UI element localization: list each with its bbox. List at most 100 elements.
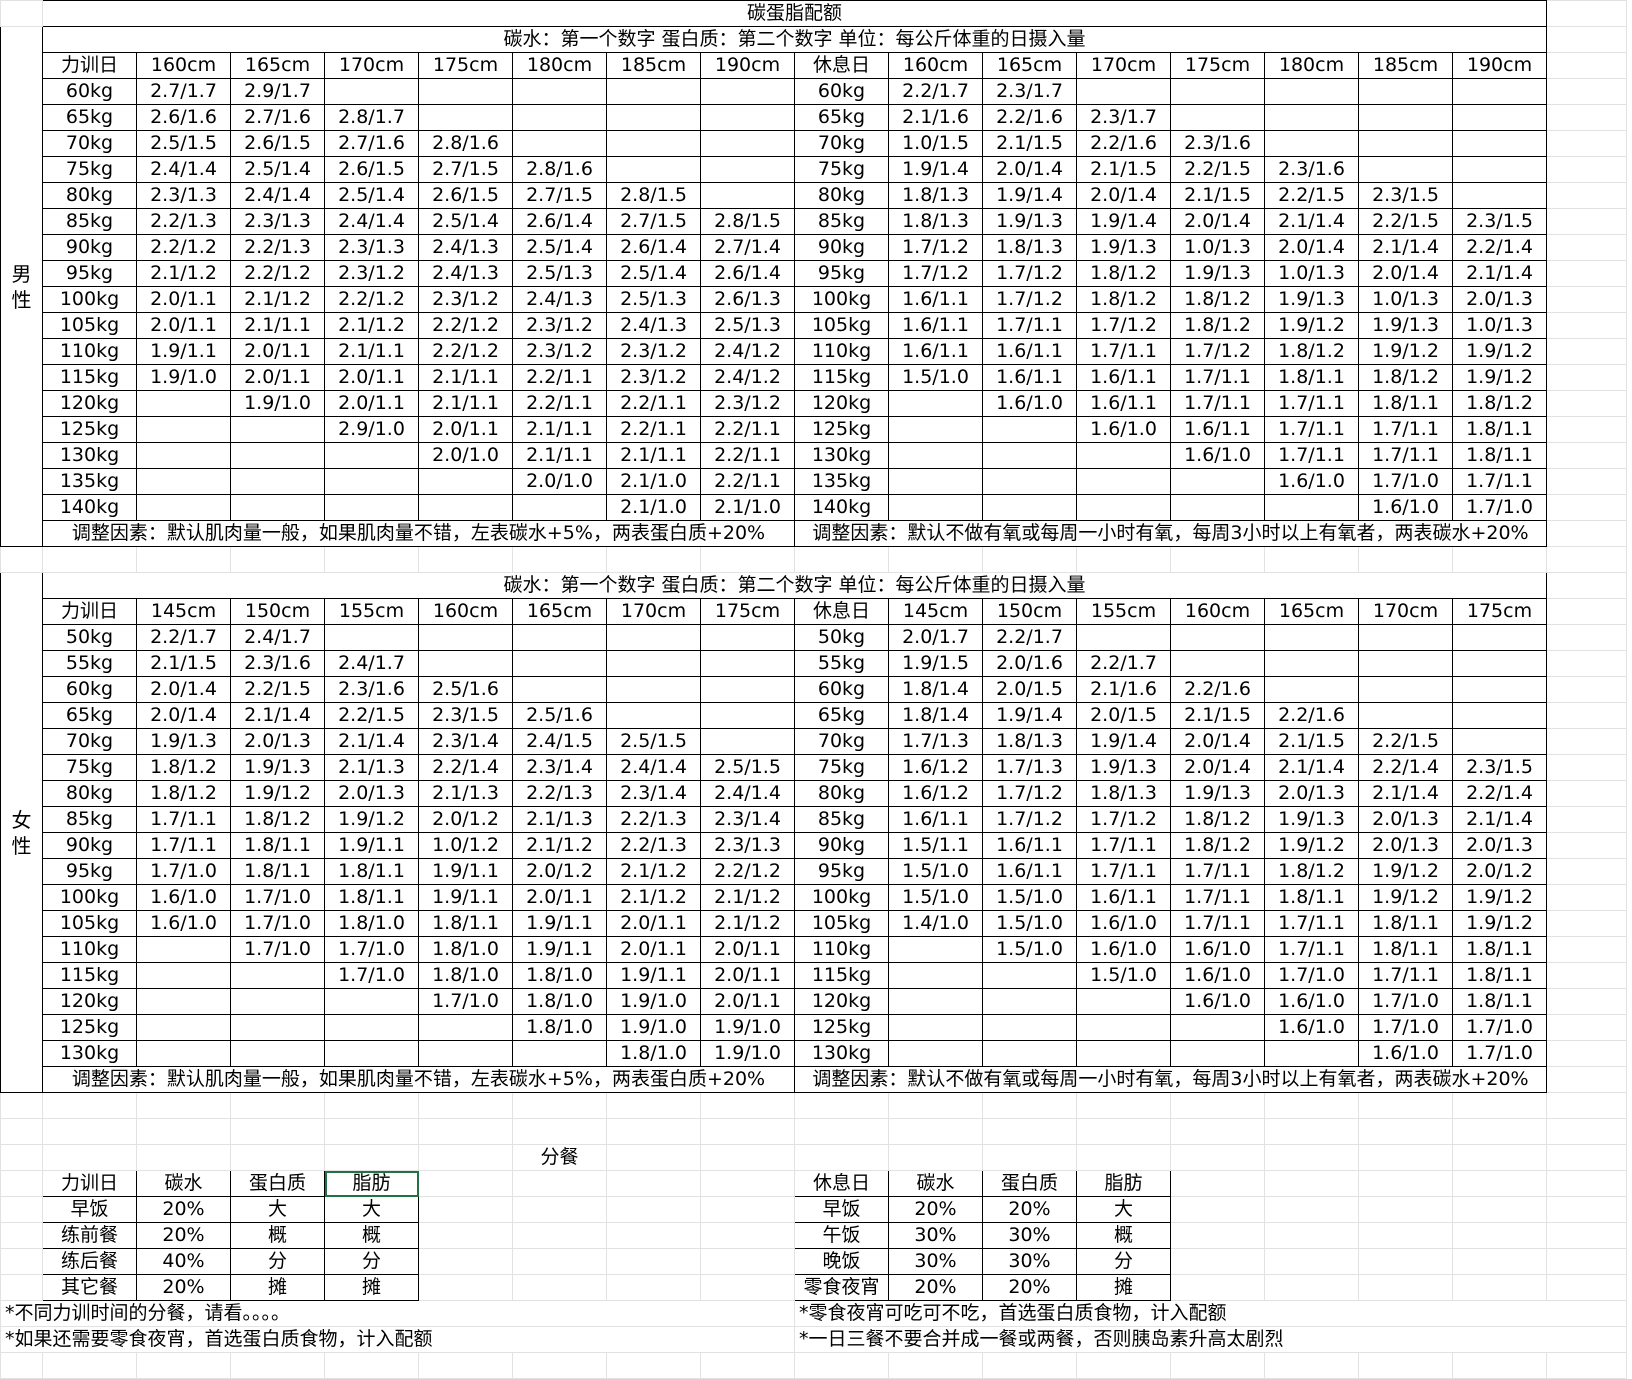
male-train-value[interactable]: 2.1/1.2 (324, 312, 419, 339)
female-rest-height-4[interactable]: 165cm (1264, 598, 1359, 625)
male-rest-value[interactable]: 1.7/1.1 (1264, 416, 1359, 443)
male-weight-train[interactable]: 75kg (42, 156, 137, 183)
female-rest-value[interactable]: 2.1/1.4 (1358, 780, 1453, 807)
female-rest-value[interactable]: 1.7/1.2 (982, 780, 1077, 807)
empty-cell[interactable] (136, 1118, 231, 1145)
female-rest-value[interactable]: 1.7/1.0 (1358, 988, 1453, 1015)
female-train-value[interactable] (230, 1040, 325, 1067)
meals-rest-cell[interactable]: 摊 (1076, 1274, 1171, 1301)
male-rest-value[interactable]: 2.1/1.6 (888, 104, 983, 131)
male-train-value[interactable]: 2.5/1.3 (700, 312, 795, 339)
empty-cell[interactable] (1170, 546, 1265, 573)
female-train-value[interactable] (136, 1040, 231, 1067)
empty-cell[interactable] (324, 1118, 419, 1145)
empty-cell[interactable] (1546, 1274, 1627, 1301)
meals-rest-note[interactable]: *零食夜宵可吃可不吃，首选蛋白质食物，计入配额 (794, 1300, 1627, 1327)
female-train-value[interactable] (324, 1014, 419, 1041)
meals-title[interactable]: 分餐 (512, 1144, 607, 1171)
female-train-value[interactable]: 2.3/1.6 (230, 650, 325, 677)
female-train-value[interactable] (136, 962, 231, 989)
empty-cell[interactable] (1452, 1196, 1547, 1223)
female-train-value[interactable] (136, 936, 231, 963)
female-weight-train[interactable]: 115kg (42, 962, 137, 989)
empty-cell[interactable] (136, 1144, 231, 1171)
male-train-value[interactable]: 2.8/1.5 (700, 208, 795, 235)
female-weight-rest[interactable]: 70kg (794, 728, 889, 755)
empty-cell[interactable] (1264, 1118, 1359, 1145)
male-train-value[interactable]: 2.5/1.4 (324, 182, 419, 209)
empty-cell[interactable] (1546, 312, 1627, 339)
male-weight-rest[interactable]: 115kg (794, 364, 889, 391)
female-weight-rest[interactable]: 95kg (794, 858, 889, 885)
female-rest-value[interactable]: 1.9/1.2 (1452, 884, 1547, 911)
female-train-value[interactable]: 2.2/1.4 (418, 754, 513, 781)
male-rest-value[interactable]: 1.9/1.4 (1076, 208, 1171, 235)
empty-cell[interactable] (1546, 1196, 1627, 1223)
empty-cell[interactable] (606, 1352, 701, 1379)
empty-cell[interactable] (1358, 546, 1453, 573)
male-train-value[interactable]: 2.4/1.2 (700, 338, 795, 365)
male-rest-height-1[interactable]: 165cm (982, 52, 1077, 79)
male-train-value[interactable]: 2.5/1.4 (512, 234, 607, 261)
male-rest-height-4[interactable]: 180cm (1264, 52, 1359, 79)
female-train-value[interactable]: 1.9/1.2 (324, 806, 419, 833)
male-rest-value[interactable]: 1.8/1.2 (1452, 390, 1547, 417)
female-train-value[interactable]: 2.5/1.5 (606, 728, 701, 755)
male-train-value[interactable] (418, 78, 513, 105)
male-train-value[interactable]: 2.2/1.1 (700, 416, 795, 443)
male-rest-value[interactable]: 1.6/1.0 (1170, 442, 1265, 469)
male-rest-value[interactable]: 1.7/1.2 (888, 234, 983, 261)
female-rest-value[interactable]: 1.9/1.4 (1076, 728, 1171, 755)
female-rest-value[interactable]: 1.9/1.2 (1452, 910, 1547, 937)
meals-rest-cell[interactable]: 概 (1076, 1222, 1171, 1249)
male-train-value[interactable]: 1.9/1.0 (230, 390, 325, 417)
male-train-value[interactable]: 2.5/1.5 (136, 130, 231, 157)
empty-cell[interactable] (1452, 1274, 1547, 1301)
male-train-value[interactable]: 2.1/1.2 (230, 286, 325, 313)
female-train-height-1[interactable]: 150cm (230, 598, 325, 625)
male-rest-value[interactable]: 1.9/1.2 (1452, 338, 1547, 365)
male-weight-train[interactable]: 70kg (42, 130, 137, 157)
female-rest-value[interactable]: 1.8/1.1 (1264, 884, 1359, 911)
male-train-value[interactable]: 2.5/1.4 (606, 260, 701, 287)
female-rest-value[interactable]: 2.0/1.7 (888, 624, 983, 651)
meals-rest-cell[interactable]: 30% (888, 1248, 983, 1275)
empty-cell[interactable] (418, 1092, 513, 1119)
male-train-value[interactable] (230, 468, 325, 495)
male-rest-value[interactable]: 1.7/1.2 (1170, 338, 1265, 365)
female-rest-value[interactable] (1358, 650, 1453, 677)
empty-cell[interactable] (888, 1144, 983, 1171)
female-rest-value[interactable]: 1.9/1.3 (1264, 806, 1359, 833)
empty-cell[interactable] (1170, 1144, 1265, 1171)
male-weight-rest[interactable]: 90kg (794, 234, 889, 261)
male-train-height-3[interactable]: 175cm (418, 52, 513, 79)
male-weight-rest[interactable]: 125kg (794, 416, 889, 443)
male-train-value[interactable]: 2.9/1.0 (324, 416, 419, 443)
empty-cell[interactable] (1546, 546, 1627, 573)
male-weight-train[interactable]: 110kg (42, 338, 137, 365)
male-train-value[interactable]: 2.2/1.1 (700, 468, 795, 495)
female-weight-train[interactable]: 55kg (42, 650, 137, 677)
female-rest-value[interactable]: 2.2/1.7 (1076, 650, 1171, 677)
female-train-value[interactable] (512, 624, 607, 651)
empty-cell[interactable] (606, 546, 701, 573)
female-weight-rest[interactable]: 100kg (794, 884, 889, 911)
male-rest-value[interactable]: 1.9/1.3 (982, 208, 1077, 235)
empty-cell[interactable] (1452, 1222, 1547, 1249)
meals-train-cell[interactable]: 20% (136, 1274, 231, 1301)
female-rest-value[interactable]: 1.8/1.1 (1358, 910, 1453, 937)
empty-cell[interactable] (0, 1196, 43, 1223)
male-rest-value[interactable]: 2.0/1.4 (1358, 260, 1453, 287)
male-train-value[interactable]: 2.0/1.0 (418, 442, 513, 469)
female-rest-value[interactable]: 1.5/1.0 (888, 884, 983, 911)
female-rest-value[interactable]: 1.7/1.1 (1264, 936, 1359, 963)
male-rest-value[interactable]: 2.0/1.4 (1264, 234, 1359, 261)
female-rest-value[interactable] (982, 988, 1077, 1015)
meals-rest-cell[interactable]: 零食夜宵 (794, 1274, 889, 1301)
empty-cell[interactable] (1170, 1196, 1265, 1223)
meals-rest-cell[interactable]: 20% (888, 1274, 983, 1301)
male-rest-value[interactable]: 2.2/1.7 (888, 78, 983, 105)
empty-cell[interactable] (1452, 1248, 1547, 1275)
male-train-value[interactable] (324, 468, 419, 495)
female-rest-value[interactable]: 2.1/1.6 (1076, 676, 1171, 703)
